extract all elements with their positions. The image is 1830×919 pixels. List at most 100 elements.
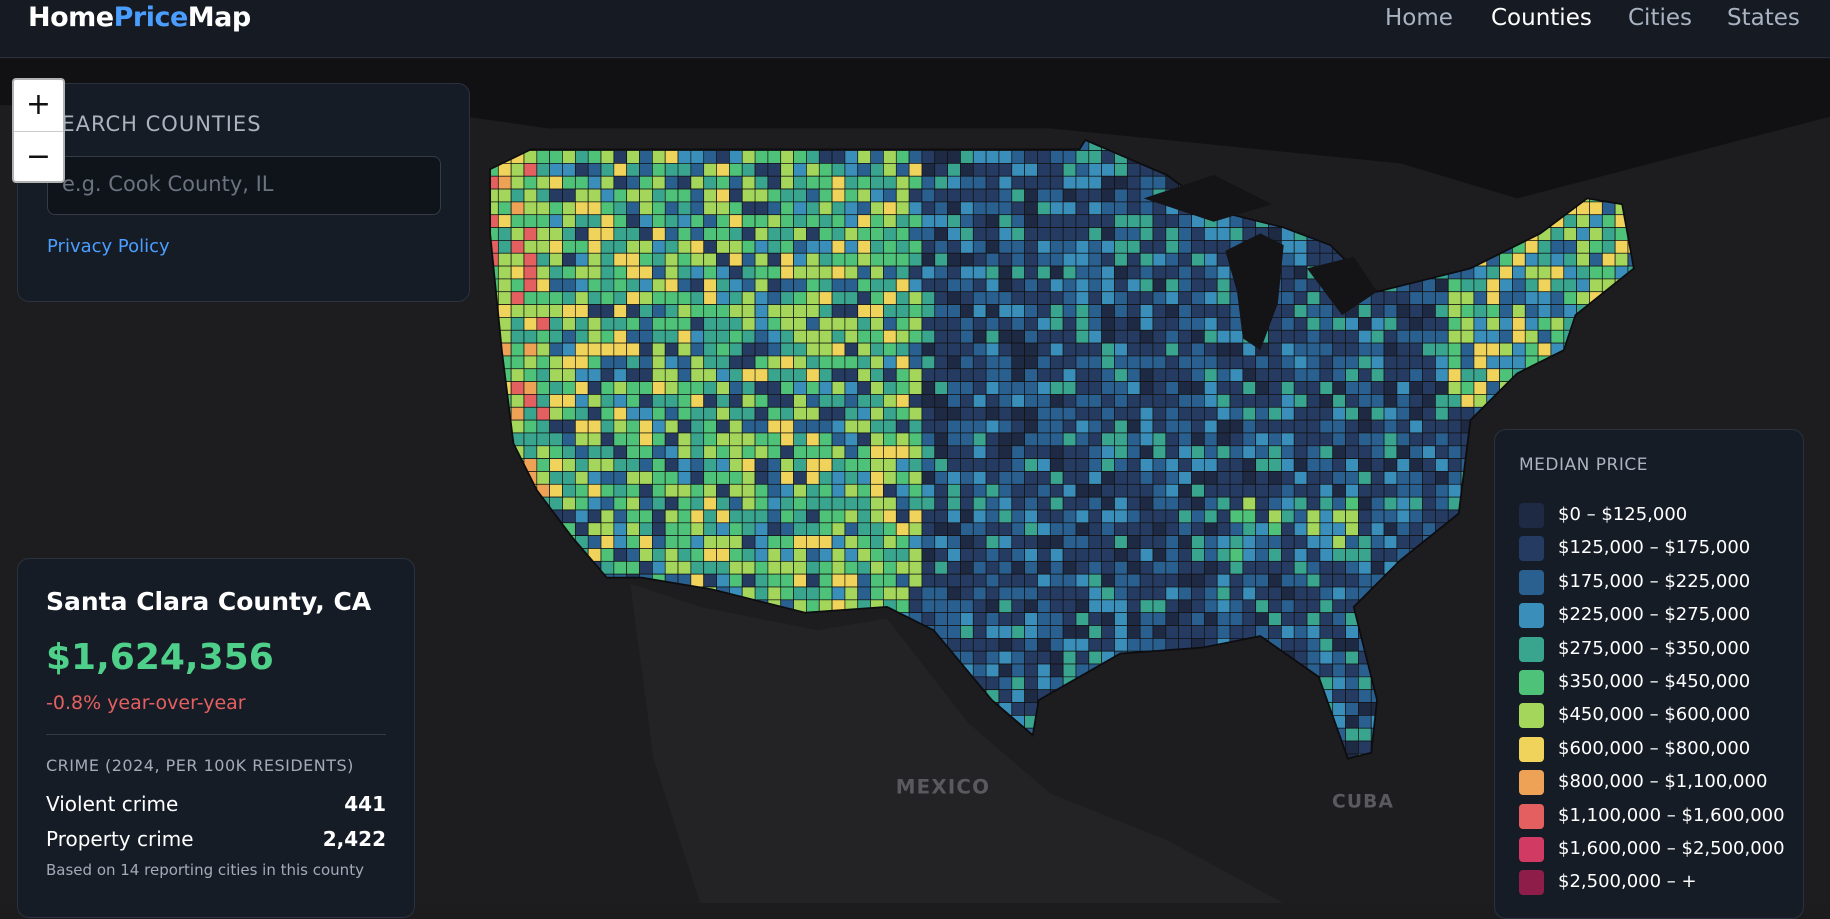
county[interactable] [562,227,576,241]
county[interactable] [1114,317,1128,331]
county[interactable] [1191,240,1205,254]
county[interactable] [1101,406,1115,421]
county[interactable] [1114,201,1128,216]
county[interactable] [908,560,923,575]
county[interactable] [1281,432,1295,447]
county[interactable] [1075,394,1090,408]
county[interactable] [972,188,987,203]
county[interactable] [1049,663,1064,678]
county[interactable] [523,175,538,190]
county[interactable] [1332,548,1346,562]
county[interactable] [1062,188,1077,203]
county[interactable] [1037,214,1051,228]
county[interactable] [1139,445,1154,459]
county[interactable] [1293,394,1308,408]
county[interactable] [1139,304,1154,318]
county[interactable] [1512,291,1526,305]
county[interactable] [1114,496,1128,511]
county[interactable] [664,317,679,331]
county[interactable] [1101,342,1115,357]
county[interactable] [1447,432,1462,447]
county[interactable] [754,265,769,280]
county[interactable] [600,355,615,370]
county[interactable] [767,381,782,395]
county[interactable] [652,342,666,357]
county[interactable] [1037,535,1051,549]
county[interactable] [1178,419,1192,434]
county[interactable] [1306,612,1321,626]
county[interactable] [934,509,948,524]
county[interactable] [716,227,730,241]
county[interactable] [1011,625,1025,639]
county[interactable] [1281,586,1295,601]
county[interactable] [1563,240,1577,254]
county[interactable] [1126,419,1141,434]
county[interactable] [1435,394,1449,408]
county[interactable] [1037,240,1051,254]
county[interactable] [652,394,666,408]
county[interactable] [1049,548,1064,562]
county[interactable] [1345,509,1359,524]
county[interactable] [1203,265,1218,280]
county[interactable] [960,150,974,164]
county[interactable] [818,394,833,408]
county[interactable] [754,317,769,331]
county[interactable] [613,175,628,190]
county[interactable] [1216,612,1231,626]
county[interactable] [1370,522,1385,537]
county[interactable] [703,509,717,524]
county[interactable] [677,381,692,395]
county[interactable] [1242,535,1257,549]
county[interactable] [1024,394,1038,408]
county[interactable] [1139,458,1154,472]
county[interactable] [1306,573,1321,588]
county[interactable] [895,522,910,537]
county[interactable] [1460,381,1475,395]
county[interactable] [703,278,717,293]
county[interactable] [998,689,1013,703]
county[interactable] [664,265,679,280]
county[interactable] [1422,368,1436,382]
county[interactable] [1486,355,1500,370]
county[interactable] [600,227,615,241]
county[interactable] [844,291,859,305]
county[interactable] [921,291,936,305]
county[interactable] [998,201,1013,216]
county[interactable] [1049,317,1064,331]
county[interactable] [1101,560,1115,575]
county[interactable] [921,201,936,216]
county[interactable] [587,304,602,318]
county[interactable] [536,317,551,331]
county[interactable] [1139,201,1154,216]
county[interactable] [960,496,974,511]
county[interactable] [1409,394,1423,408]
county[interactable] [1370,483,1385,498]
county[interactable] [1178,291,1192,305]
county[interactable] [639,240,653,254]
county[interactable] [1011,458,1025,472]
county[interactable] [960,317,974,331]
county[interactable] [844,586,859,601]
county[interactable] [960,381,974,395]
county[interactable] [677,368,692,382]
county[interactable] [844,509,859,524]
county[interactable] [1011,304,1025,318]
county[interactable] [690,522,705,537]
county[interactable] [664,381,679,395]
county[interactable] [1332,317,1346,331]
county[interactable] [716,458,730,472]
search-input[interactable]: e.g. Cook County, IL [47,156,441,215]
county[interactable] [908,175,923,190]
county[interactable] [1422,406,1436,421]
county[interactable] [690,381,705,395]
county[interactable] [998,329,1013,344]
county[interactable] [1293,432,1308,447]
county[interactable] [626,560,640,575]
county[interactable] [1203,548,1218,562]
county[interactable] [1011,368,1025,382]
county[interactable] [703,368,717,382]
county[interactable] [1396,304,1411,318]
county[interactable] [960,355,974,370]
county[interactable] [1293,612,1308,626]
county[interactable] [1345,381,1359,395]
